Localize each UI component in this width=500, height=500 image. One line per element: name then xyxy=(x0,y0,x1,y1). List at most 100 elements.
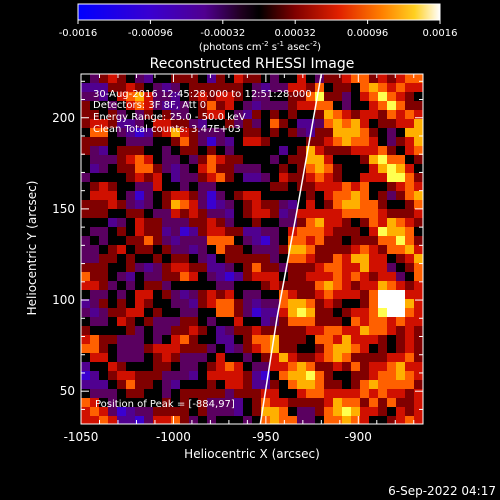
heatmap-cell xyxy=(369,407,378,416)
heatmap-cell xyxy=(297,362,306,371)
heatmap-cell xyxy=(360,92,369,101)
heatmap-cell xyxy=(306,137,315,146)
heatmap-cell xyxy=(243,191,252,200)
heatmap-cell xyxy=(378,236,387,245)
heatmap-cell xyxy=(378,380,387,389)
heatmap-cell xyxy=(135,398,144,407)
heatmap-cell xyxy=(369,218,378,227)
heatmap-cell xyxy=(288,308,297,317)
heatmap-cell xyxy=(405,353,414,362)
heatmap-cell xyxy=(387,299,396,308)
heatmap-cell xyxy=(369,317,378,326)
heatmap-cell xyxy=(207,389,216,398)
heatmap-cell xyxy=(297,407,306,416)
heatmap-cell xyxy=(369,110,378,119)
heatmap-cell xyxy=(144,164,153,173)
heatmap-cell xyxy=(144,371,153,380)
heatmap-cell xyxy=(90,380,99,389)
heatmap-cell xyxy=(171,308,180,317)
heatmap-cell xyxy=(306,110,315,119)
heatmap-cell xyxy=(225,236,234,245)
heatmap-cell xyxy=(189,245,198,254)
heatmap-cell xyxy=(162,254,171,263)
heatmap-cell xyxy=(171,236,180,245)
heatmap-cell xyxy=(324,218,333,227)
heatmap-cell xyxy=(414,245,423,254)
heatmap-cell xyxy=(333,83,342,92)
heatmap-cell xyxy=(414,155,423,164)
heatmap-cell xyxy=(99,353,108,362)
heatmap-cell xyxy=(252,128,261,137)
heatmap-cell xyxy=(225,218,234,227)
heatmap-cell xyxy=(99,209,108,218)
heatmap-cell xyxy=(180,92,189,101)
heatmap-cell xyxy=(261,326,270,335)
heatmap-cell xyxy=(360,137,369,146)
heatmap-cell xyxy=(135,173,144,182)
heatmap-cell xyxy=(216,254,225,263)
heatmap-cell xyxy=(324,371,333,380)
heatmap-cell xyxy=(315,128,324,137)
heatmap-cell xyxy=(378,245,387,254)
heatmap-cell xyxy=(261,263,270,272)
heatmap-cell xyxy=(324,110,333,119)
heatmap-cell xyxy=(162,218,171,227)
heatmap-cell xyxy=(315,110,324,119)
heatmap-cell xyxy=(405,272,414,281)
heatmap-cell xyxy=(387,326,396,335)
heatmap-cell xyxy=(117,128,126,137)
heatmap-cell xyxy=(387,335,396,344)
heatmap-cell xyxy=(234,335,243,344)
heatmap-cell xyxy=(180,164,189,173)
heatmap-cell xyxy=(144,380,153,389)
heatmap-cell xyxy=(90,191,99,200)
heatmap-cell xyxy=(198,119,207,128)
heatmap-cell xyxy=(351,119,360,128)
heatmap-cell xyxy=(324,137,333,146)
heatmap-cell xyxy=(360,344,369,353)
heatmap-cell xyxy=(342,353,351,362)
heatmap-cell xyxy=(153,245,162,254)
heatmap-cell xyxy=(414,218,423,227)
heatmap-cell xyxy=(378,110,387,119)
heatmap-cell xyxy=(171,326,180,335)
heatmap-cell xyxy=(396,218,405,227)
heatmap-cell xyxy=(405,227,414,236)
heatmap-cell xyxy=(81,326,90,335)
heatmap-cell xyxy=(234,344,243,353)
heatmap-cell xyxy=(297,272,306,281)
heatmap-cell xyxy=(90,236,99,245)
heatmap-cell xyxy=(360,308,369,317)
heatmap-cell xyxy=(126,245,135,254)
heatmap-cell xyxy=(99,281,108,290)
heatmap-cell xyxy=(243,380,252,389)
heatmap-cell xyxy=(81,218,90,227)
heatmap-cell xyxy=(288,110,297,119)
heatmap-cell xyxy=(225,209,234,218)
heatmap-cell xyxy=(198,83,207,92)
heatmap-cell xyxy=(135,317,144,326)
heatmap-cell xyxy=(279,146,288,155)
heatmap-cell xyxy=(243,272,252,281)
heatmap-cell xyxy=(405,236,414,245)
heatmap-cell xyxy=(189,407,198,416)
heatmap-cell xyxy=(306,83,315,92)
heatmap-cell xyxy=(153,110,162,119)
heatmap-cell xyxy=(342,218,351,227)
heatmap-cell xyxy=(117,83,126,92)
heatmap-cell xyxy=(216,335,225,344)
heatmap-cell xyxy=(234,308,243,317)
heatmap-cell xyxy=(81,317,90,326)
heatmap-cell xyxy=(216,344,225,353)
heatmap-cell xyxy=(243,128,252,137)
heatmap-cell xyxy=(81,353,90,362)
heatmap-cell xyxy=(198,398,207,407)
heatmap-cell xyxy=(135,299,144,308)
heatmap-cell xyxy=(144,74,153,83)
heatmap-cell xyxy=(252,407,261,416)
heatmap-cell xyxy=(153,290,162,299)
heatmap-cell xyxy=(279,209,288,218)
heatmap-cell xyxy=(216,173,225,182)
heatmap-cell xyxy=(153,236,162,245)
heatmap-cell xyxy=(261,173,270,182)
